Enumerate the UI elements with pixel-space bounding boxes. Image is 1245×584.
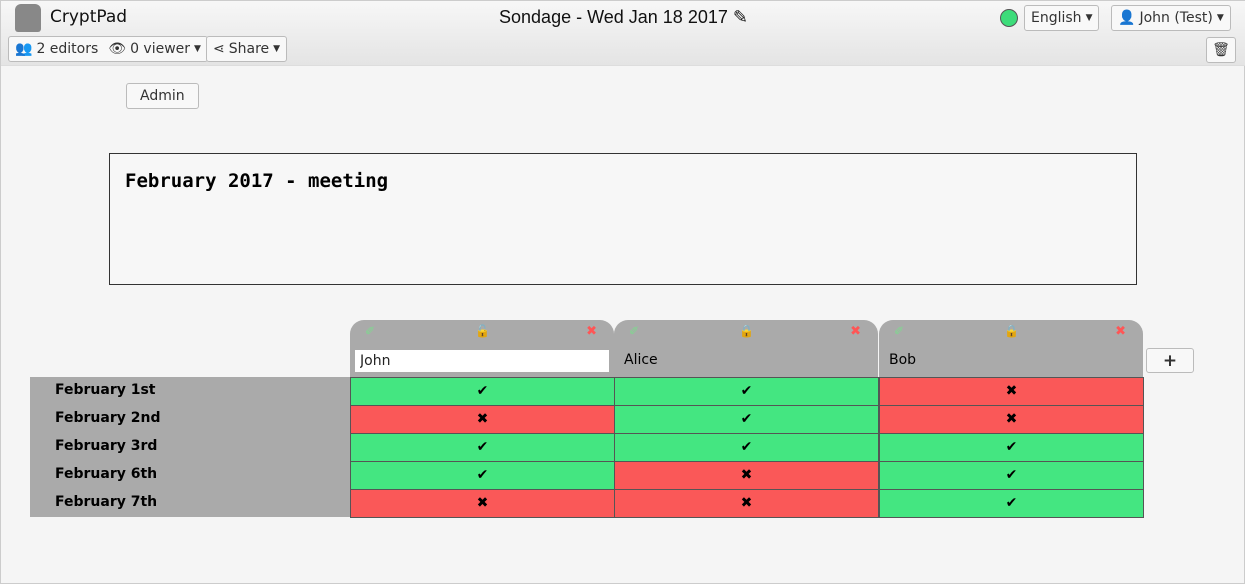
- eye-icon: 👁: [108, 41, 127, 57]
- remove-column-icon[interactable]: ✖: [586, 324, 597, 339]
- vote-cell-yes[interactable]: ✔: [350, 461, 615, 490]
- share-icon: ⋖: [213, 41, 225, 57]
- poll-description[interactable]: February 2017 - meeting: [109, 153, 1137, 285]
- vote-cell-yes[interactable]: ✔: [879, 461, 1144, 490]
- participant-name: Alice: [624, 352, 658, 368]
- row-label: February 7th: [30, 489, 350, 517]
- edit-icon[interactable]: ✐: [894, 324, 905, 338]
- caret-down-icon: ▼: [1085, 13, 1093, 23]
- pad-title-text: Sondage - Wed Jan 18 2017: [499, 7, 728, 27]
- edit-icon[interactable]: ✐: [629, 324, 640, 338]
- vote-cell-no[interactable]: ✖: [879, 377, 1144, 406]
- vote-cell-no[interactable]: ✖: [614, 461, 879, 490]
- participant-name: Bob: [889, 352, 917, 368]
- participant-name-input[interactable]: [355, 350, 609, 372]
- vote-cell-no[interactable]: ✖: [879, 405, 1144, 434]
- vote-cell-no[interactable]: ✖: [614, 489, 879, 518]
- trash-icon: 🗑: [1212, 42, 1230, 58]
- vote-cell-yes[interactable]: ✔: [614, 405, 879, 434]
- caret-down-icon: ▼: [194, 44, 201, 54]
- user-menu-button[interactable]: 👤 John (Test) ▼: [1111, 5, 1231, 31]
- cryptpad-logo-icon: [15, 4, 41, 32]
- row-label: February 2nd: [30, 405, 350, 433]
- connection-status-indicator: [1000, 9, 1018, 27]
- admin-button[interactable]: Admin: [126, 83, 199, 109]
- app-name: CryptPad: [50, 7, 128, 27]
- vote-cell-no[interactable]: ✖: [350, 405, 615, 434]
- vote-cell-yes[interactable]: ✔: [879, 433, 1144, 462]
- edit-icon[interactable]: ✐: [365, 324, 376, 338]
- pad-title[interactable]: Sondage - Wed Jan 18 2017 ✎: [1, 7, 1245, 28]
- toolbar: CryptPad Sondage - Wed Jan 18 2017 ✎ 👥 2 …: [1, 1, 1245, 66]
- caret-down-icon: ▼: [1216, 13, 1224, 23]
- remove-column-icon[interactable]: ✖: [1115, 324, 1126, 339]
- vote-cell-yes[interactable]: ✔: [614, 377, 879, 406]
- remove-column-icon[interactable]: ✖: [850, 324, 861, 339]
- language-label: English: [1031, 10, 1082, 26]
- viewers-count: 0 viewer: [130, 41, 191, 57]
- column-header: ✐ 🔒 ✖ Bob: [879, 320, 1143, 377]
- editors-count: 2 editors: [36, 41, 99, 57]
- column-header: ✐ 🔒 ✖ Alice: [614, 320, 878, 377]
- column-header: ✐ 🔓 ✖: [350, 320, 614, 377]
- row-label: February 3rd: [30, 433, 350, 461]
- trash-button[interactable]: 🗑: [1206, 37, 1236, 63]
- lock-icon[interactable]: 🔒: [1004, 324, 1019, 338]
- vote-cell-yes[interactable]: ✔: [350, 377, 615, 406]
- lock-icon[interactable]: 🔒: [739, 324, 754, 338]
- caret-down-icon: ▼: [273, 44, 281, 54]
- pencil-icon[interactable]: ✎: [732, 7, 748, 27]
- share-label: Share: [228, 41, 270, 57]
- vote-cell-yes[interactable]: ✔: [879, 489, 1144, 518]
- user-icon: 👤: [1118, 10, 1136, 26]
- unlock-icon[interactable]: 🔓: [475, 324, 490, 338]
- userlist-button[interactable]: 👥 2 editors 👁 0 viewer ▼: [8, 36, 208, 62]
- vote-cell-yes[interactable]: ✔: [350, 433, 615, 462]
- add-column-button[interactable]: +: [1146, 348, 1194, 373]
- user-label: John (Test): [1139, 10, 1213, 26]
- share-button[interactable]: ⋖ Share ▼: [206, 36, 288, 62]
- row-label: February 6th: [30, 461, 350, 489]
- row-label: February 1st: [30, 377, 350, 405]
- users-icon: 👥: [15, 41, 33, 57]
- vote-cell-no[interactable]: ✖: [350, 489, 615, 518]
- vote-cell-yes[interactable]: ✔: [614, 433, 879, 462]
- language-selector[interactable]: English ▼: [1024, 5, 1100, 31]
